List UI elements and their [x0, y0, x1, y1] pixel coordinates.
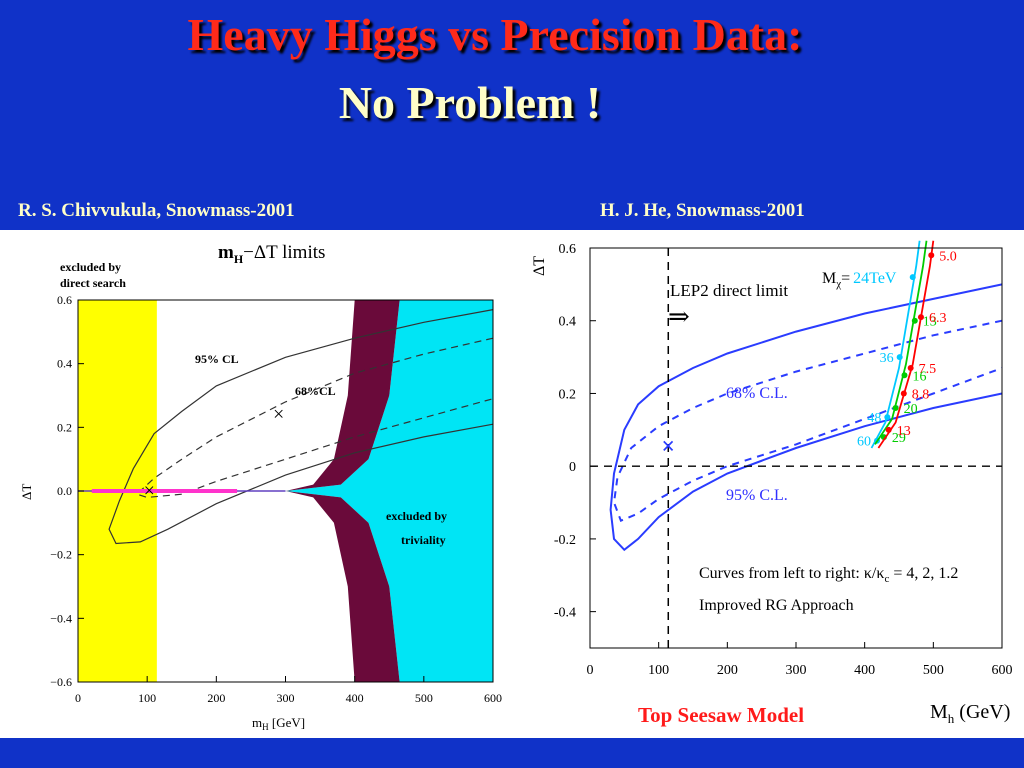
lep2-arrow: ⇒	[668, 302, 690, 331]
right-xlabel: Mh (GeV)	[930, 701, 1010, 726]
right-ylabel: ΔT	[531, 256, 548, 276]
left-xtick-label: 100	[138, 691, 156, 705]
right-xtick-label: 200	[717, 663, 738, 678]
left-ytick-label: 0.0	[57, 484, 72, 498]
right-xtick-label: 100	[648, 663, 669, 678]
left-ytick-label: 0.6	[57, 293, 72, 307]
curve-point	[892, 405, 899, 411]
right-xtick-label: 0	[587, 663, 594, 678]
curve-point-label: 16	[912, 369, 926, 384]
right-xtick-label: 300	[786, 663, 807, 678]
curve-point-label: 29	[892, 431, 906, 446]
right-ytick-label: -0.2	[554, 533, 576, 548]
curve-point	[900, 390, 907, 397]
curve-point	[907, 365, 914, 371]
model-name: Top Seesaw Model	[638, 703, 804, 727]
note-line-1: Curves from left to right: κ/κc = 4, 2, …	[699, 565, 958, 585]
left-ylabel: ΔT	[19, 484, 34, 500]
inner-contour	[612, 319, 1003, 523]
curve-point	[901, 372, 908, 379]
left-xtick-label: 0	[75, 691, 81, 705]
left-ytick-label: −0.2	[50, 548, 72, 562]
right-ytick-label: 0.6	[559, 242, 577, 257]
curve-point	[917, 314, 924, 321]
triviality-label-2: triviality	[401, 533, 446, 547]
cl95-right-label: 95% C.L.	[726, 487, 788, 504]
credit-left: R. S. Chivvukula, Snowmass-2001	[18, 200, 295, 221]
curve-point-label: 60	[857, 435, 871, 450]
note-line-2: Improved RG Approach	[699, 597, 854, 614]
left-chart-title: mH−ΔT limits	[218, 242, 325, 266]
left-xtick-label: 200	[207, 691, 225, 705]
curve-point	[884, 414, 891, 421]
curve-point-label: 13	[923, 315, 937, 330]
plot-panel: × × 0 100 200 300 400 500 600 −0.6 −0.4 −0.2 0.0 0.2…	[0, 230, 1024, 738]
credit-right: H. J. He, Snowmass-2001	[600, 200, 805, 221]
right-chart: × 60 48 36 29 20 16 13 13 8.8 7.5 6.3 5.0 0 100 200 300…	[531, 240, 1013, 727]
triviality-region	[285, 300, 493, 682]
curve-point-label: 48	[867, 411, 881, 426]
kappa-curve-1	[874, 240, 928, 445]
curve-point-label: 6.3	[929, 311, 947, 326]
direct-search-label-1: excluded by	[60, 260, 121, 274]
right-xtick-label: 600	[992, 663, 1013, 678]
right-ytick-label: -0.4	[554, 606, 576, 621]
curve-point-label: 13	[897, 424, 911, 439]
lower-band	[285, 491, 400, 682]
left-xtick-label: 500	[415, 691, 433, 705]
direct-search-label-2: direct search	[60, 276, 126, 290]
cl68-right-label: 68% C.L.	[726, 385, 788, 402]
left-ytick-label: 0.4	[57, 357, 72, 371]
mchi-label: Mχ= 24TeV	[822, 270, 897, 290]
central-marker: ×	[273, 404, 284, 426]
left-ytick-label: 0.2	[57, 420, 72, 434]
curve-point	[909, 274, 916, 281]
cl68-label: 68%CL	[295, 384, 336, 398]
right-ytick-label: 0.2	[559, 387, 577, 402]
left-xtick-label: 300	[277, 691, 295, 705]
left-contour-0	[108, 309, 494, 545]
curve-point	[928, 252, 935, 259]
curve-point-label: 5.0	[939, 249, 957, 264]
right-xtick-label: 500	[923, 663, 944, 678]
outer-contour	[609, 283, 1003, 552]
curve-point-label: 20	[904, 402, 918, 417]
upper-band	[285, 300, 400, 491]
left-chart: × × 0 100 200 300 400 500 600 −0.6 −0.4 −0.2 0.0 0.2…	[19, 242, 502, 732]
right-xtick-label: 400	[854, 663, 875, 678]
lep2-label: LEP2 direct limit	[670, 281, 788, 300]
right-ytick-label: 0.4	[559, 315, 577, 330]
left-xlabel: mH [GeV]	[252, 715, 305, 732]
curve-point	[885, 426, 892, 433]
slide-subtitle: No Problem !	[338, 77, 602, 128]
right-ytick-label: 0	[569, 460, 576, 475]
curve-point	[911, 317, 918, 324]
curve-point-label: 8.8	[912, 387, 930, 402]
triviality-label-1: excluded by	[386, 509, 447, 523]
curve-point-label: 7.5	[919, 362, 937, 377]
left-xtick-label: 600	[484, 691, 502, 705]
curve-point-label: 36	[880, 351, 894, 366]
sm-marker: ×	[661, 434, 675, 460]
sm-marker: ×	[144, 480, 155, 502]
left-ytick-label: −0.4	[50, 611, 72, 625]
curve-point	[896, 354, 903, 361]
kappa-curve-0	[870, 240, 921, 449]
bottom-bar	[0, 738, 1024, 768]
left-xtick-label: 400	[346, 691, 364, 705]
slide-title: Heavy Higgs vs Precision Data:	[187, 9, 803, 60]
left-ytick-label: −0.6	[50, 675, 72, 689]
cl95-label: 95% CL	[195, 352, 239, 366]
